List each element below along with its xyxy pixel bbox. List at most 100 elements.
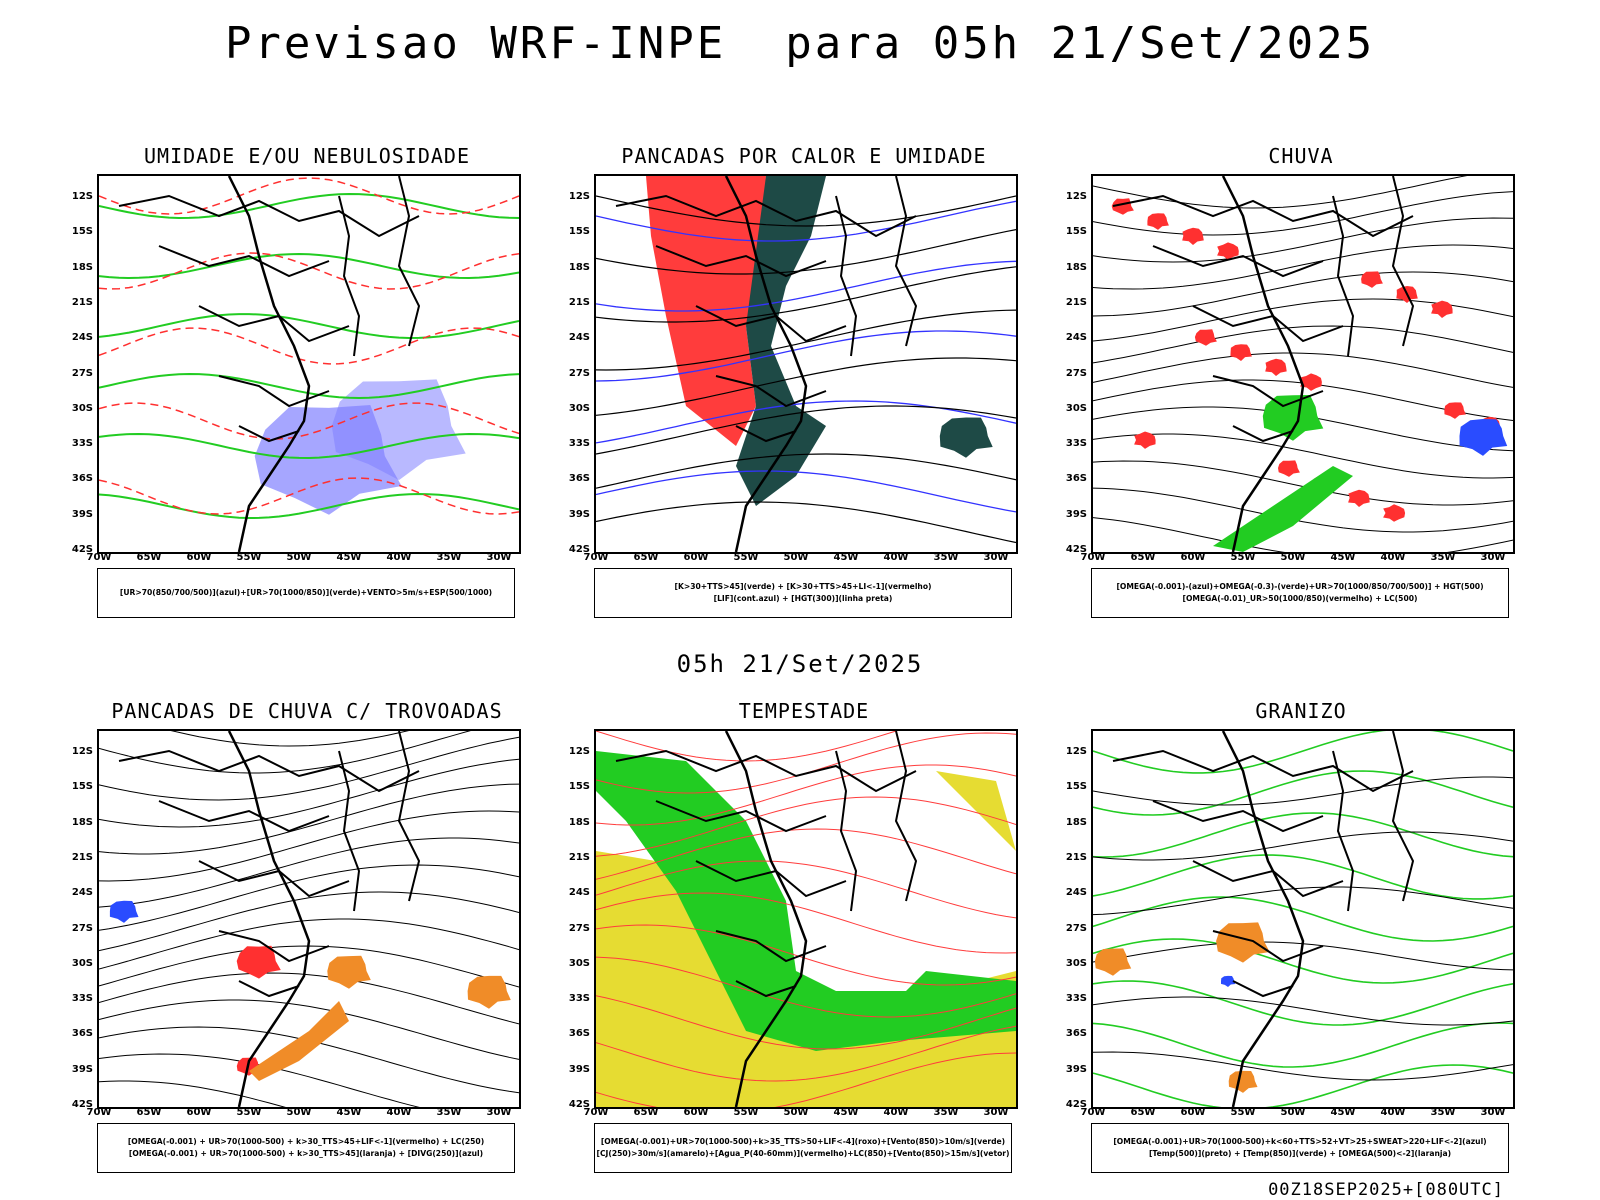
lat-tick-label: 33S <box>1065 438 1087 450</box>
lat-tick-label: 12S <box>71 746 93 757</box>
lon-tick-label: 30W <box>983 1107 1009 1118</box>
lat-tick-label: 33S <box>1065 993 1087 1005</box>
lat-tick-label: 21S <box>568 296 590 308</box>
lon-tick-label: 40W <box>1380 552 1406 563</box>
lat-tick-label: 18S <box>1065 261 1087 273</box>
legend-line: [CJ(250)>30m/s](amarelo)+[Agua_P(40-60mm… <box>596 1149 1010 1158</box>
lat-tick-label: 39S <box>568 508 590 520</box>
lon-tick-label: 50W <box>783 552 809 563</box>
lat-tick-label: 24S <box>71 332 93 344</box>
map-panel <box>97 174 521 554</box>
lon-tick-label: 40W <box>1380 1107 1406 1118</box>
lat-tick-label: 21S <box>1065 296 1087 308</box>
legend-line: [OMEGA(-0.001)-(azul)+OMEGA(-0.3)-(verde… <box>1116 582 1484 591</box>
lat-tick-label: 42S <box>568 1099 590 1110</box>
lon-tick-label: 70W <box>1080 1107 1106 1118</box>
lon-tick-label: 45W <box>1330 552 1356 563</box>
lon-tick-label: 60W <box>186 1107 212 1118</box>
lat-tick-label: 27S <box>1065 367 1087 379</box>
lat-tick-label: 15S <box>71 781 93 793</box>
lat-tick-label: 27S <box>71 922 93 934</box>
lat-tick-label: 21S <box>1065 851 1087 863</box>
lat-tick-label: 27S <box>1065 922 1087 934</box>
map-panel <box>1091 729 1515 1109</box>
panel-title: PANCADAS DE CHUVA C/ TROVOADAS <box>111 699 503 723</box>
lon-tick-label: 35W <box>436 552 462 563</box>
lat-tick-label: 30S <box>1065 402 1087 414</box>
lon-tick-label: 65W <box>633 1107 659 1118</box>
panel-legend: [OMEGA(-0.001)+UR>70(1000-500)+k>35_TTS>… <box>594 1123 1012 1173</box>
lon-tick-label: 60W <box>186 552 212 563</box>
panel-legend: [UR>70(850/700/500)](azul)+[UR>70(1000/8… <box>97 568 515 618</box>
legend-line: [LIF](cont.azul) + [HGT(300)](linha pret… <box>713 594 893 603</box>
lon-tick-label: 50W <box>1280 552 1306 563</box>
lat-tick-label: 24S <box>568 332 590 344</box>
lon-tick-label: 35W <box>1430 552 1456 563</box>
lon-tick-label: 70W <box>583 1107 609 1118</box>
panel-title: GRANIZO <box>1255 699 1347 723</box>
lat-tick-label: 27S <box>568 922 590 934</box>
map-plot <box>1093 176 1513 552</box>
panel-legend: [K>30+TTS>45](verde) + [K>30+TTS>45+LI<-… <box>594 568 1012 618</box>
lat-tick-label: 30S <box>568 957 590 969</box>
lat-tick-label: 36S <box>1065 1028 1087 1040</box>
legend-line: [OMEGA(-0.001)+UR>70(1000-500)+k<60+TTS>… <box>1113 1137 1487 1146</box>
map-plot <box>596 176 1016 552</box>
lat-tick-label: 36S <box>71 1028 93 1040</box>
lon-tick-label: 70W <box>1080 552 1106 563</box>
lat-tick-label: 39S <box>71 1063 93 1075</box>
lon-tick-label: 70W <box>583 552 609 563</box>
lat-tick-label: 39S <box>1065 1063 1087 1075</box>
lon-tick-label: 30W <box>486 1107 512 1118</box>
lat-tick-label: 42S <box>568 544 590 555</box>
lat-tick-label: 12S <box>568 191 590 202</box>
lat-tick-label: 24S <box>568 887 590 899</box>
lon-tick-label: 45W <box>833 1107 859 1118</box>
lat-tick-label: 15S <box>568 781 590 793</box>
legend-line: [OMEGA(-0.001) + UR>70(1000-500) + k>30_… <box>128 1149 484 1158</box>
map-plot <box>596 731 1016 1107</box>
lat-tick-label: 15S <box>71 226 93 238</box>
lon-tick-label: 70W <box>86 552 112 563</box>
lon-tick-label: 45W <box>336 552 362 563</box>
lat-tick-label: 24S <box>1065 887 1087 899</box>
lat-tick-label: 15S <box>568 226 590 238</box>
lon-tick-label: 50W <box>286 552 312 563</box>
lat-tick-label: 18S <box>71 261 93 273</box>
lon-tick-label: 40W <box>883 552 909 563</box>
lon-tick-label: 70W <box>86 1107 112 1118</box>
run-footer: 00Z18SEP2025+[080UTC] <box>1268 1180 1504 1200</box>
panel-legend: [OMEGA(-0.001)-(azul)+OMEGA(-0.3)-(verde… <box>1091 568 1509 618</box>
map-panel <box>594 174 1018 554</box>
lon-tick-label: 60W <box>683 1107 709 1118</box>
lat-tick-label: 33S <box>71 993 93 1005</box>
lon-tick-label: 35W <box>436 1107 462 1118</box>
lon-tick-label: 35W <box>933 552 959 563</box>
lat-tick-label: 42S <box>1065 544 1087 555</box>
lon-tick-label: 35W <box>933 1107 959 1118</box>
panel-title: TEMPESTADE <box>738 699 870 723</box>
lat-tick-label: 15S <box>1065 781 1087 793</box>
lon-tick-label: 30W <box>486 552 512 563</box>
lat-tick-label: 21S <box>71 851 93 863</box>
lon-tick-label: 55W <box>733 552 759 563</box>
lon-tick-label: 40W <box>386 552 412 563</box>
lat-tick-label: 21S <box>71 296 93 308</box>
lat-tick-label: 36S <box>568 1028 590 1040</box>
lon-tick-label: 30W <box>983 552 1009 563</box>
map-panel <box>1091 174 1515 554</box>
lon-tick-label: 55W <box>733 1107 759 1118</box>
lon-tick-label: 60W <box>1180 552 1206 563</box>
legend-line: [Temp(500)](preto) + [Temp(850)](verde) … <box>1148 1149 1452 1158</box>
lat-tick-label: 30S <box>71 957 93 969</box>
lat-tick-label: 33S <box>568 438 590 450</box>
lon-tick-label: 65W <box>136 552 162 563</box>
lat-tick-label: 42S <box>71 1099 93 1110</box>
legend-line: [UR>70(850/700/500)](azul)+[UR>70(1000/8… <box>119 588 493 597</box>
mid-time-label: 05h 21/Set/2025 <box>676 650 924 678</box>
lon-tick-label: 55W <box>1230 552 1256 563</box>
lon-tick-label: 65W <box>1130 552 1156 563</box>
lat-tick-label: 24S <box>71 887 93 899</box>
lat-tick-label: 30S <box>1065 957 1087 969</box>
lon-tick-label: 55W <box>236 1107 262 1118</box>
